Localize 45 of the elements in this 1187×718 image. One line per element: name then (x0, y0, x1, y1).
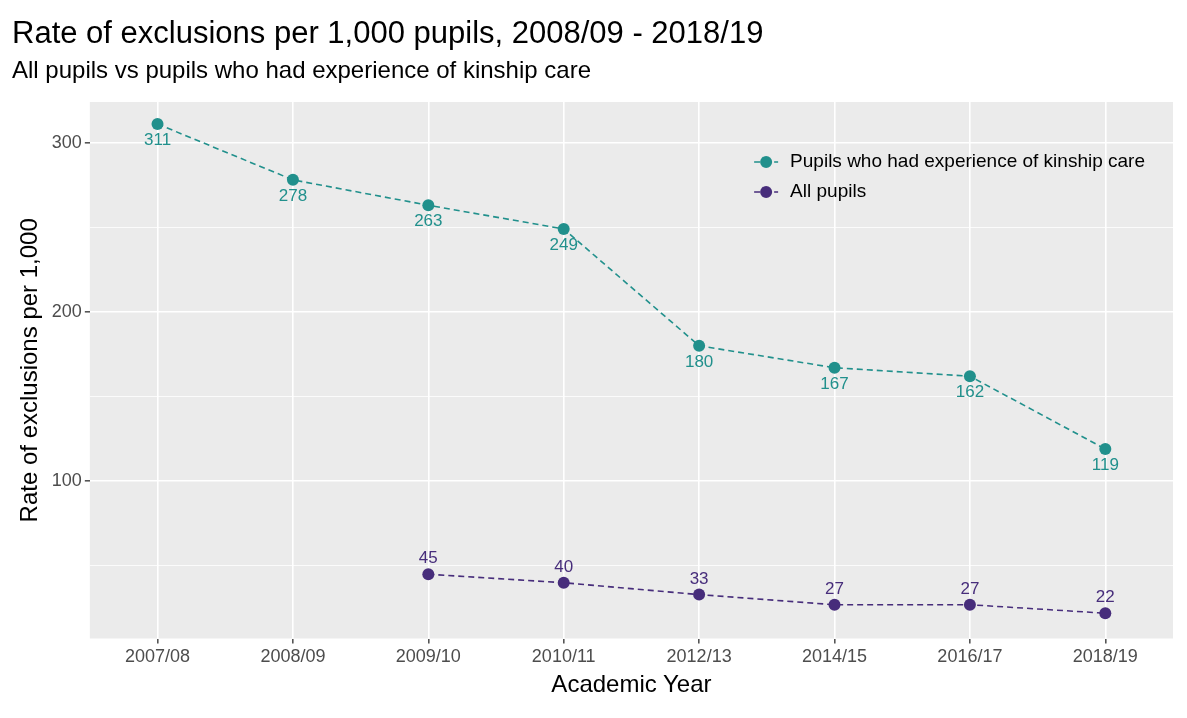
x-tick-label: 2007/08 (124, 646, 191, 667)
point (422, 199, 435, 212)
data-label: 162 (955, 382, 985, 402)
point (1099, 607, 1112, 620)
chart-title: Rate of exclusions per 1,000 pupils, 2008/09 - 2018/19 (12, 15, 764, 51)
y-tick-label: 300 (51, 131, 82, 152)
point (422, 568, 435, 581)
data-label: 263 (414, 211, 443, 231)
chart-subtitle: All pupils vs pupils who had experience of kinship care (12, 56, 591, 84)
point (828, 361, 841, 374)
point (963, 370, 976, 383)
data-label: 27 (960, 578, 980, 598)
data-label: 311 (143, 130, 172, 150)
data-label: 249 (549, 235, 578, 255)
x-tick-label: 2012/13 (666, 646, 732, 667)
x-tick-label: 2010/11 (531, 646, 596, 667)
x-tick-label: 2008/09 (260, 646, 326, 667)
point (151, 118, 164, 131)
data-label: 33 (689, 568, 709, 588)
point (693, 339, 706, 352)
data-label: 167 (820, 373, 849, 393)
data-label: 40 (554, 556, 574, 576)
x-axis-title: Academic Year (551, 670, 712, 698)
x-tick-label: 2014/15 (801, 646, 868, 667)
point (1099, 443, 1112, 456)
x-tick-label: 2018/19 (1072, 646, 1138, 667)
point (557, 222, 570, 235)
legend-label: All pupils (790, 180, 867, 202)
data-label: 27 (825, 578, 844, 598)
point (557, 576, 570, 589)
y-tick-label: 200 (51, 300, 82, 321)
data-label: 119 (1091, 455, 1119, 475)
point (286, 173, 299, 186)
point (693, 588, 706, 601)
data-label: 22 (1095, 587, 1115, 607)
point (963, 598, 976, 611)
legend-label: Pupils who had experience of kinship care (790, 150, 1146, 172)
x-tick-label: 2016/17 (937, 646, 1003, 667)
data-label: 180 (684, 351, 714, 371)
point (828, 598, 841, 611)
y-tick-label: 100 (51, 470, 82, 491)
data-label: 278 (278, 186, 308, 206)
y-axis-title: Rate of exclusions per 1,000 (15, 218, 43, 523)
x-tick-label: 2009/10 (395, 646, 461, 667)
data-label: 45 (418, 548, 438, 568)
